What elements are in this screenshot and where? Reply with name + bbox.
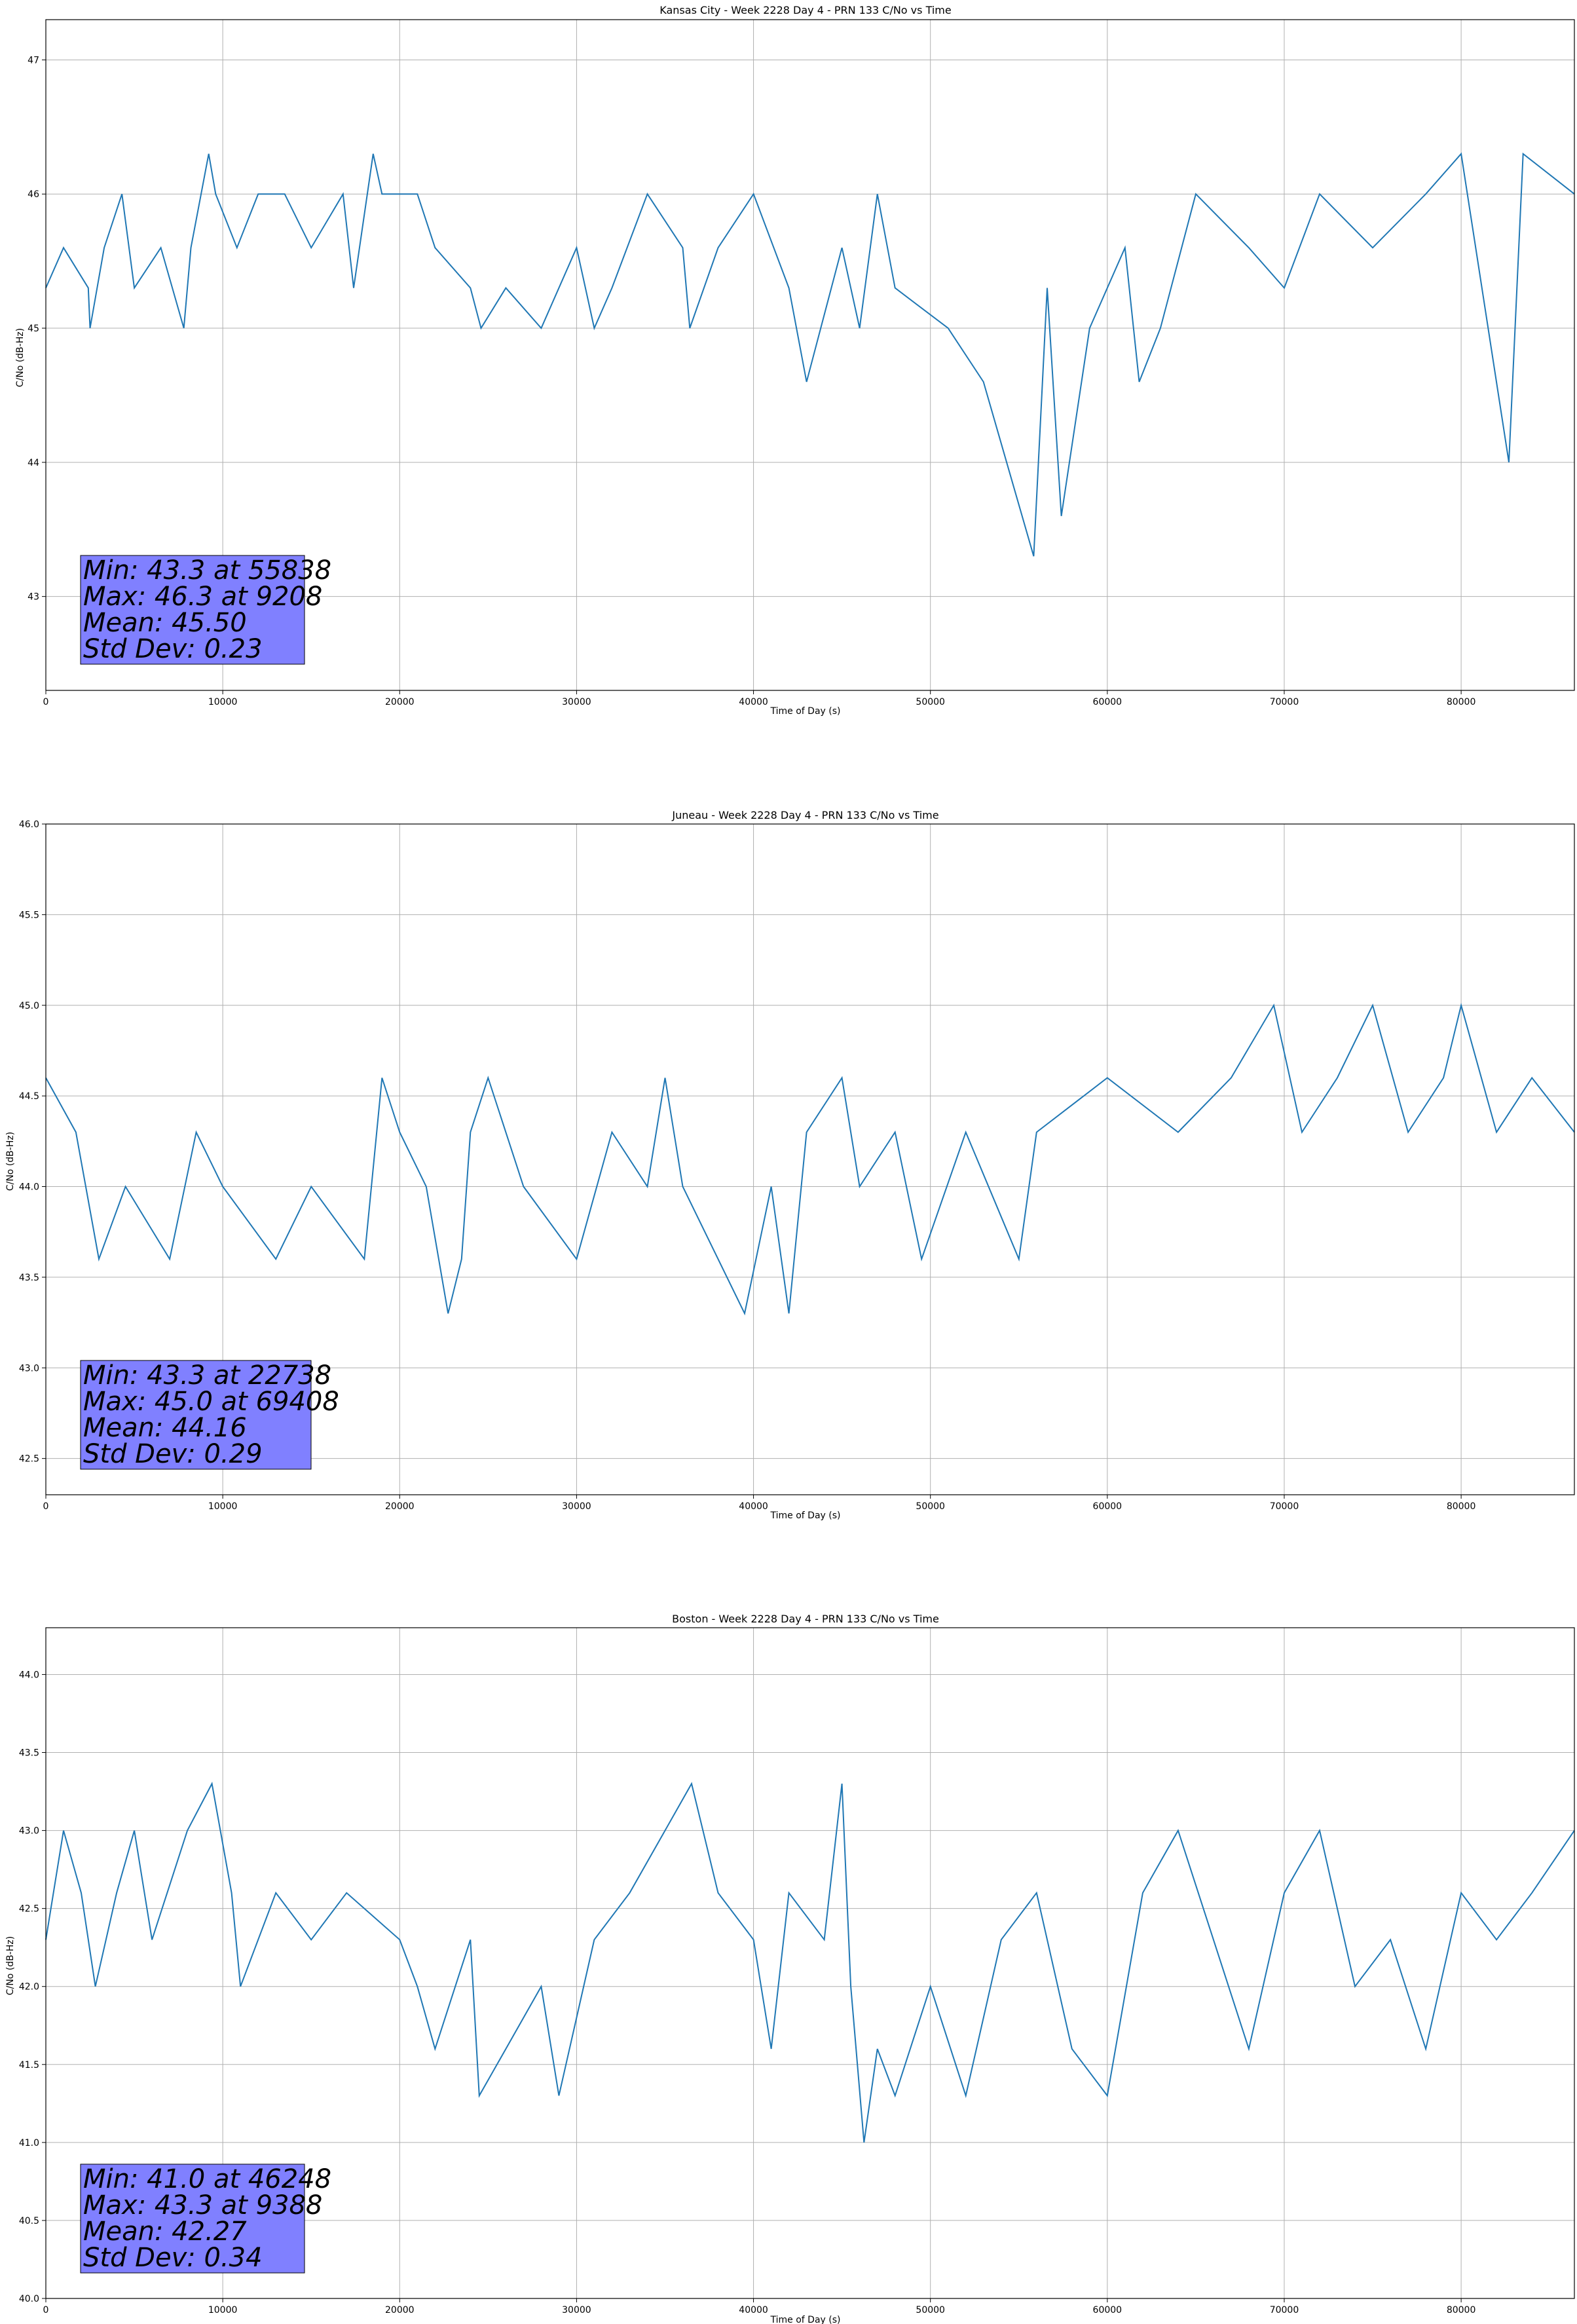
x-tick-label: 50000: [916, 697, 945, 707]
stats-box: [80, 555, 305, 665]
y-tick-label: 41.5: [19, 2060, 39, 2071]
y-tick-label: 44.0: [19, 1670, 39, 1680]
y-tick-label: 45.5: [19, 910, 39, 920]
y-tick-label: 44: [28, 458, 39, 468]
axes-frame: [45, 1627, 1575, 2299]
x-tick-label: 20000: [385, 697, 415, 707]
y-tick-label: 45: [28, 324, 39, 334]
stats-text-line: Max: 46.3 at 9208: [83, 582, 322, 612]
x-tick-label: 60000: [1093, 2305, 1122, 2315]
axes-frame: [45, 823, 1575, 1495]
stats-text-line: Std Dev: 0.23: [83, 634, 263, 664]
series-line: [45, 1002, 1575, 1316]
x-tick-label: 80000: [1447, 697, 1476, 707]
series-line: [45, 1782, 1575, 2143]
x-tick-label: 50000: [916, 1501, 945, 1512]
y-tick-label: 42.0: [19, 1982, 39, 1993]
x-tick-label: 40000: [739, 1501, 768, 1512]
stats-text-line: Min: 41.0 at 46248: [83, 2164, 331, 2194]
x-tick-label: 20000: [385, 2305, 415, 2315]
chart-panel-kansas-city: Kansas City - Week 2228 Day 4 - PRN 133 …: [15, 4, 1575, 717]
y-tick-label: 46.0: [19, 819, 39, 830]
chart-title: Juneau - Week 2228 Day 4 - PRN 133 C/No …: [671, 809, 938, 821]
chart-title: Kansas City - Week 2228 Day 4 - PRN 133 …: [659, 4, 951, 16]
stats-text-line: Min: 43.3 at 55838: [83, 555, 331, 586]
x-tick-label: 0: [43, 2305, 49, 2315]
x-tick-label: 80000: [1447, 2305, 1476, 2315]
stats-box: [80, 1360, 312, 1470]
x-tick-label: 30000: [562, 1501, 591, 1512]
x-tick-label: 40000: [739, 697, 768, 707]
x-axis-label: Time of Day (s): [770, 706, 841, 717]
x-tick-label: 30000: [562, 697, 591, 707]
y-tick-label: 40.0: [19, 2294, 39, 2304]
y-tick-label: 40.5: [19, 2216, 39, 2226]
x-tick-label: 0: [43, 697, 49, 707]
x-tick-label: 40000: [739, 2305, 768, 2315]
y-tick-label: 43.5: [19, 1273, 39, 1283]
stats-text-line: Mean: 42.27: [83, 2217, 247, 2247]
stats-text-line: Min: 43.3 at 22738: [83, 1360, 331, 1391]
stats-text-line: Max: 43.3 at 9388: [83, 2190, 322, 2221]
x-tick-label: 10000: [208, 2305, 238, 2315]
x-tick-label: 60000: [1093, 697, 1122, 707]
y-tick-label: 41.0: [19, 2138, 39, 2148]
x-tick-label: 70000: [1270, 2305, 1299, 2315]
y-tick-label: 43: [28, 592, 39, 603]
x-tick-label: 0: [43, 1501, 49, 1512]
stats-text-line: Std Dev: 0.29: [83, 1439, 263, 1469]
axes-frame: [45, 19, 1575, 691]
series-line: [45, 152, 1575, 557]
stats-text-line: Std Dev: 0.34: [83, 2243, 263, 2273]
y-tick-label: 43.5: [19, 1748, 39, 1759]
x-tick-label: 50000: [916, 2305, 945, 2315]
x-axis-label: Time of Day (s): [770, 1510, 841, 1521]
x-tick-label: 10000: [208, 1501, 238, 1512]
x-tick-label: 20000: [385, 1501, 415, 1512]
y-tick-label: 47: [28, 55, 39, 66]
y-tick-label: 42.5: [19, 1454, 39, 1465]
y-axis-label: C/No (dB-Hz): [5, 1132, 16, 1191]
chart-panel-juneau: Juneau - Week 2228 Day 4 - PRN 133 C/No …: [5, 809, 1575, 1521]
y-tick-label: 45.0: [19, 1001, 39, 1011]
stats-text-line: Max: 45.0 at 69408: [83, 1387, 339, 1417]
x-tick-label: 70000: [1270, 1501, 1299, 1512]
x-tick-label: 80000: [1447, 1501, 1476, 1512]
x-axis-label: Time of Day (s): [770, 2315, 841, 2324]
y-tick-label: 43.0: [19, 1363, 39, 1374]
y-axis-label: C/No (dB-Hz): [15, 328, 26, 387]
x-tick-label: 70000: [1270, 697, 1299, 707]
y-tick-label: 44.5: [19, 1091, 39, 1102]
x-tick-label: 60000: [1093, 1501, 1122, 1512]
y-tick-label: 46: [28, 189, 39, 200]
x-tick-label: 30000: [562, 2305, 591, 2315]
chart-panel-boston: Boston - Week 2228 Day 4 - PRN 133 C/No …: [5, 1613, 1575, 2324]
y-axis-label: C/No (dB-Hz): [5, 1936, 16, 1995]
stats-text-line: Mean: 45.50: [83, 608, 247, 638]
y-tick-label: 44.0: [19, 1182, 39, 1193]
chart-title: Boston - Week 2228 Day 4 - PRN 133 C/No …: [672, 1613, 939, 1625]
stats-text-line: Mean: 44.16: [83, 1413, 247, 1443]
x-tick-label: 10000: [208, 697, 238, 707]
stats-box: [80, 2164, 305, 2274]
y-tick-label: 42.5: [19, 1904, 39, 1915]
y-tick-label: 43.0: [19, 1826, 39, 1837]
